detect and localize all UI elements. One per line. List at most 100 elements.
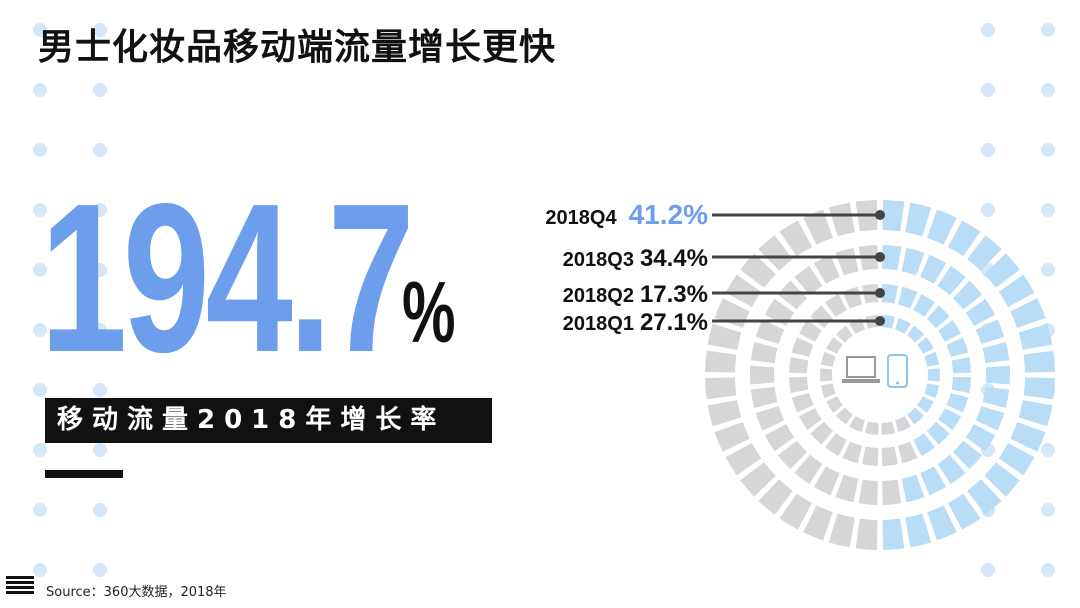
- divider: [45, 470, 123, 478]
- background-dot: [33, 443, 47, 457]
- background-dot: [93, 323, 107, 337]
- ring-segment-2018Q4: [725, 274, 762, 307]
- background-dot: [1041, 143, 1055, 157]
- ring-segment-2018Q2: [951, 356, 971, 374]
- ring-segment-2018Q4: [998, 443, 1035, 476]
- ring-segment-2018Q4: [927, 505, 957, 541]
- category-label: 2018Q1: [563, 313, 634, 335]
- background-dot: [93, 83, 107, 97]
- ring-segment-2018Q3: [750, 386, 778, 409]
- ring-segment-2018Q2: [861, 446, 879, 466]
- ring-segment-2018Q4: [998, 274, 1035, 307]
- ring-segment-2018Q4: [758, 479, 793, 515]
- background-dot: [93, 383, 107, 397]
- ring-segment-2018Q3: [965, 298, 996, 326]
- ring-segment-2018Q1: [881, 421, 896, 435]
- ring-segment-2018Q4: [984, 253, 1020, 288]
- category-label: 2018Q4: [545, 207, 617, 229]
- ring-segment-2018Q1: [924, 383, 940, 399]
- background-dot: [1041, 503, 1055, 517]
- ring-segment-2018Q4: [740, 253, 776, 288]
- ring-segment-2018Q3: [901, 247, 925, 276]
- leader-dot: [875, 288, 885, 298]
- ring-segment-2018Q1: [826, 396, 843, 413]
- ring-segment-2018Q3: [901, 474, 925, 503]
- background-dot: [33, 323, 47, 337]
- value-label: 17.3%: [640, 281, 708, 308]
- ring-segment-2018Q2: [946, 337, 969, 358]
- ring-segment-2018Q1: [907, 407, 925, 425]
- ring-segment-2018Q3: [777, 280, 808, 310]
- background-dot: [33, 563, 47, 577]
- background-dot: [33, 203, 47, 217]
- ring-segment-2018Q4: [828, 202, 855, 237]
- leader-dot: [875, 252, 885, 262]
- ring-segment-2018Q3: [982, 341, 1010, 364]
- ring-segment-2018Q4: [714, 422, 750, 452]
- ring-segment-2018Q4: [740, 462, 776, 497]
- ring-segment-2018Q1: [849, 416, 866, 433]
- leader-dot: [875, 210, 885, 220]
- headline-value: 194.7: [40, 159, 415, 396]
- ring-segment-2018Q4: [905, 202, 932, 237]
- ring-segment-2018Q4: [758, 235, 793, 271]
- value-label: 34.4%: [640, 245, 708, 272]
- ring-segment-2018Q3: [975, 319, 1005, 344]
- ring-segment-2018Q1: [835, 407, 853, 425]
- ring-segment-2018Q1: [894, 317, 911, 334]
- ring-segment-2018Q2: [926, 305, 950, 329]
- ring-segment-2018Q3: [952, 280, 983, 310]
- ring-segment-2018Q1: [917, 396, 934, 413]
- ring-segment-2018Q3: [982, 386, 1010, 409]
- ring-segment-2018Q4: [1018, 323, 1053, 350]
- background-dot: [1041, 263, 1055, 277]
- ring-segment-2018Q3: [882, 479, 902, 505]
- background-dot: [981, 203, 995, 217]
- background-dot: [93, 563, 107, 577]
- background-dot: [93, 503, 107, 517]
- ring-segment-2018Q2: [926, 421, 950, 445]
- ring-segment-2018Q1: [835, 325, 853, 343]
- ring-segment-2018Q3: [764, 298, 795, 326]
- ring-segment-2018Q4: [707, 323, 742, 350]
- ring-segment-2018Q2: [789, 356, 809, 374]
- ring-segment-2018Q2: [791, 392, 814, 413]
- ring-segment-2018Q4: [882, 200, 905, 232]
- ring-segment-2018Q4: [705, 377, 737, 400]
- ring-segment-2018Q3: [835, 474, 859, 503]
- background-dot: [33, 383, 47, 397]
- ring-segment-2018Q3: [794, 454, 823, 485]
- leader-dot: [875, 316, 885, 326]
- headline-label: 移动流量2018年增长率: [45, 398, 492, 443]
- ring-segment-2018Q3: [813, 254, 840, 284]
- background-dot: [33, 263, 47, 277]
- ring-segment-2018Q1: [826, 337, 843, 354]
- ring-segment-2018Q4: [967, 479, 1002, 515]
- ring-segment-2018Q2: [810, 421, 834, 445]
- value-label: 27.1%: [640, 309, 708, 336]
- ring-segment-2018Q4: [803, 209, 833, 245]
- ring-segment-2018Q4: [707, 400, 742, 427]
- ring-segment-2018Q2: [881, 446, 899, 466]
- ring-segment-2018Q2: [791, 337, 814, 358]
- background-dot: [93, 143, 107, 157]
- ring-segment-2018Q4: [779, 220, 812, 257]
- ring-segment-2018Q2: [842, 286, 863, 309]
- ring-segment-2018Q4: [779, 493, 812, 530]
- background-dot: [1041, 23, 1055, 37]
- ring-segment-2018Q3: [975, 406, 1005, 431]
- background-dot: [981, 83, 995, 97]
- ring-segment-2018Q3: [882, 245, 902, 271]
- ring-segment-2018Q1: [927, 368, 940, 382]
- ring-segment-2018Q1: [864, 421, 879, 435]
- background-dot: [33, 143, 47, 157]
- background-dot: [93, 263, 107, 277]
- ring-segment-2018Q4: [1010, 422, 1046, 452]
- ring-segment-2018Q4: [948, 220, 981, 257]
- background-dot: [1041, 83, 1055, 97]
- headline-unit: %: [402, 265, 456, 361]
- ring-segment-2018Q4: [1018, 400, 1053, 427]
- background-dot: [1041, 203, 1055, 217]
- ring-segment-2018Q4: [905, 513, 932, 548]
- ring-segment-2018Q2: [842, 441, 863, 464]
